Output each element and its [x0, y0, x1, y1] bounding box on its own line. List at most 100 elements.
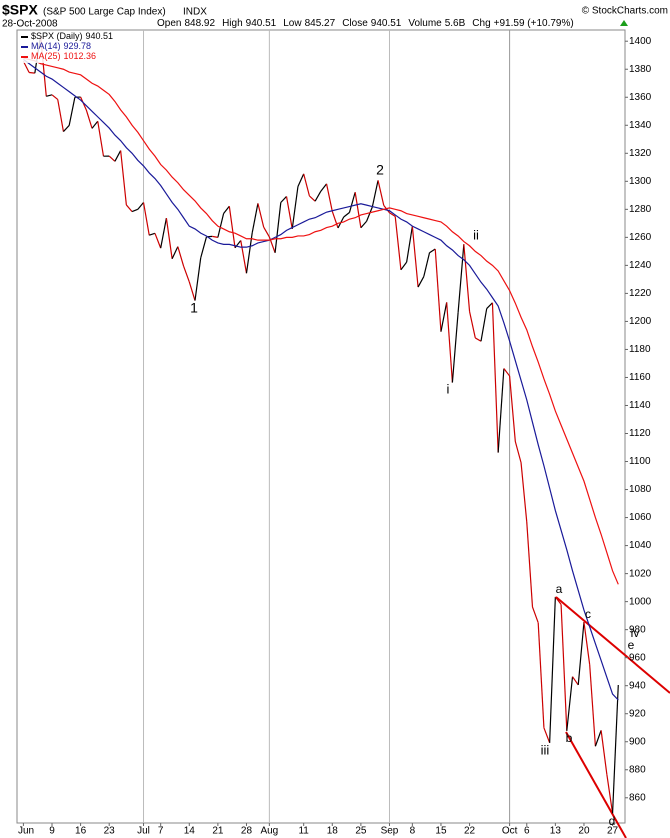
up-arrow — [620, 20, 628, 26]
price-segment — [446, 302, 453, 383]
y-tick-label: 1100 — [629, 456, 651, 467]
price-segment — [560, 604, 568, 731]
price-segment — [325, 183, 333, 212]
price-segment — [212, 235, 218, 238]
price-segment — [497, 368, 505, 453]
price-segment — [217, 213, 225, 238]
price-segment — [394, 216, 402, 270]
x-tick-label: Jul — [137, 826, 150, 837]
y-tick-label: 1240 — [629, 260, 652, 271]
y-tick-label: 1340 — [629, 120, 652, 131]
price-segment — [314, 190, 322, 202]
trend-line — [565, 731, 627, 838]
y-tick-label: 1160 — [629, 372, 651, 383]
price-segment — [228, 206, 236, 248]
stat-value: +91.59 (+10.79%) — [494, 18, 574, 29]
price-segment — [520, 462, 528, 522]
x-tick-label: 7 — [158, 826, 164, 837]
chart-title: $SPX — [2, 2, 38, 18]
price-segment — [97, 121, 105, 157]
price-segment — [274, 202, 282, 253]
price-segment — [22, 61, 30, 73]
stat-label: Low — [283, 18, 302, 29]
price-segment — [486, 302, 493, 309]
wave-label: d — [609, 814, 616, 828]
price-segment — [263, 226, 270, 238]
price-segment — [108, 155, 116, 162]
y-tick-label: 960 — [629, 652, 646, 663]
price-segment — [429, 248, 436, 254]
y-tick-label: 900 — [629, 736, 646, 747]
legend-value: 940.51 — [86, 31, 114, 41]
price-segment — [417, 276, 425, 288]
price-segment — [303, 173, 310, 197]
y-tick-label: 1020 — [629, 568, 652, 579]
legend-name: MA(14) — [31, 41, 61, 51]
price-segment — [125, 204, 133, 212]
wave-label: 1 — [190, 300, 198, 316]
price-segment — [503, 368, 511, 377]
price-segment — [114, 150, 122, 162]
legend-box — [18, 31, 128, 63]
price-segment — [371, 180, 379, 208]
x-tick-label: 20 — [578, 826, 590, 837]
x-tick-label: 25 — [355, 826, 367, 837]
y-tick-label: 1060 — [629, 512, 652, 523]
x-tick-label: 11 — [298, 826, 309, 837]
price-segment — [577, 622, 585, 685]
x-tick-label: 23 — [104, 826, 116, 837]
price-segment — [491, 302, 499, 453]
x-tick-label: 15 — [435, 826, 447, 837]
wave-label: 2 — [376, 162, 384, 178]
price-segment — [46, 94, 53, 97]
price-segment — [177, 246, 185, 267]
price-segment — [308, 195, 316, 202]
y-tick-label: 1140 — [629, 400, 651, 411]
wave-label: iv — [631, 626, 640, 640]
price-segment — [251, 203, 259, 233]
wave-label: e — [628, 638, 635, 652]
price-segment — [480, 308, 488, 342]
price-segment — [589, 664, 596, 747]
x-tick-label: 18 — [327, 826, 339, 837]
chart-subtitle: (S&P 500 Large Cap Index) — [43, 7, 166, 18]
price-segment — [331, 211, 339, 229]
price-segment — [514, 441, 522, 463]
y-tick-label: 1280 — [629, 204, 652, 215]
price-segment — [91, 120, 99, 129]
price-segment — [411, 226, 419, 288]
price-segment — [423, 252, 431, 277]
trend-line — [555, 596, 670, 694]
legend-entry: MA(14) 929.78 — [31, 41, 91, 51]
y-tick-label: 1180 — [629, 344, 651, 355]
y-tick-label: 1400 — [629, 36, 652, 47]
price-segment — [297, 173, 305, 187]
price-segment — [594, 730, 602, 747]
stat-label: Volume — [408, 18, 442, 29]
price-segment — [68, 97, 76, 126]
ma-line — [23, 58, 619, 701]
price-segment — [51, 94, 59, 100]
price-segment — [354, 192, 362, 228]
x-tick-label: Aug — [260, 826, 278, 837]
price-segment — [451, 312, 459, 383]
price-segment — [320, 183, 328, 192]
price-segment — [154, 233, 162, 249]
x-tick-label: 22 — [464, 826, 476, 837]
price-segment — [566, 676, 574, 731]
stat-label: Close — [342, 18, 368, 29]
stat-value: 848.92 — [184, 18, 215, 29]
y-tick-label: 1000 — [629, 596, 652, 607]
price-segment — [57, 99, 65, 132]
price-segment — [257, 203, 265, 228]
price-segment — [85, 109, 93, 129]
price-segment — [531, 606, 539, 623]
legend-name: MA(25) — [31, 51, 61, 61]
price-segment — [457, 244, 465, 313]
plot-frame — [16, 29, 626, 824]
y-tick-label: 1300 — [629, 176, 652, 187]
price-segment — [400, 261, 408, 271]
price-segment — [406, 226, 413, 263]
